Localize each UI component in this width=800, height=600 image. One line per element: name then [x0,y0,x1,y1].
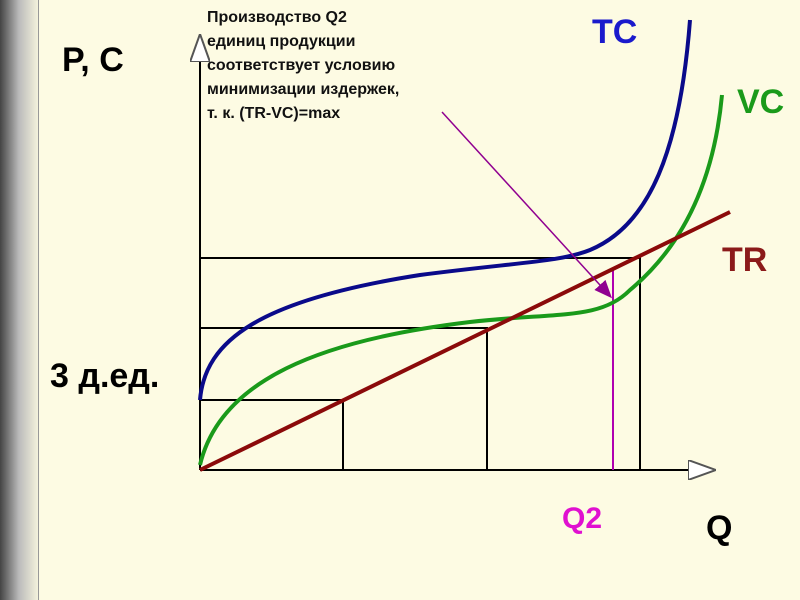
annotation-line: минимизации издержек, [207,81,399,98]
annotation-line: соответствует условию [207,57,395,74]
tc-label: TC [592,13,637,51]
annotation-line: Производство Q2 [207,9,347,26]
tr-line [199,210,731,472]
tr-label: TR [722,241,767,279]
annotation-line: единиц продукции [207,33,355,50]
edge-line [38,0,39,600]
guide-rect [200,327,488,470]
vc-label: VC [737,83,784,121]
q2-label: Q2 [562,502,602,535]
y-axis-label: P, C [62,41,124,79]
annotation: Производство Q2 единиц продукции соответ… [207,9,399,122]
fixed-cost-label: 3 д.ед. [50,357,159,395]
slide-edge [0,0,38,600]
annotation-arrow [441,111,613,299]
annotation-line: т. к. (TR-VC)=max [207,105,340,122]
x-axis-label: Q [706,509,732,547]
vc-curve [198,94,724,466]
tc-curve [198,19,692,401]
